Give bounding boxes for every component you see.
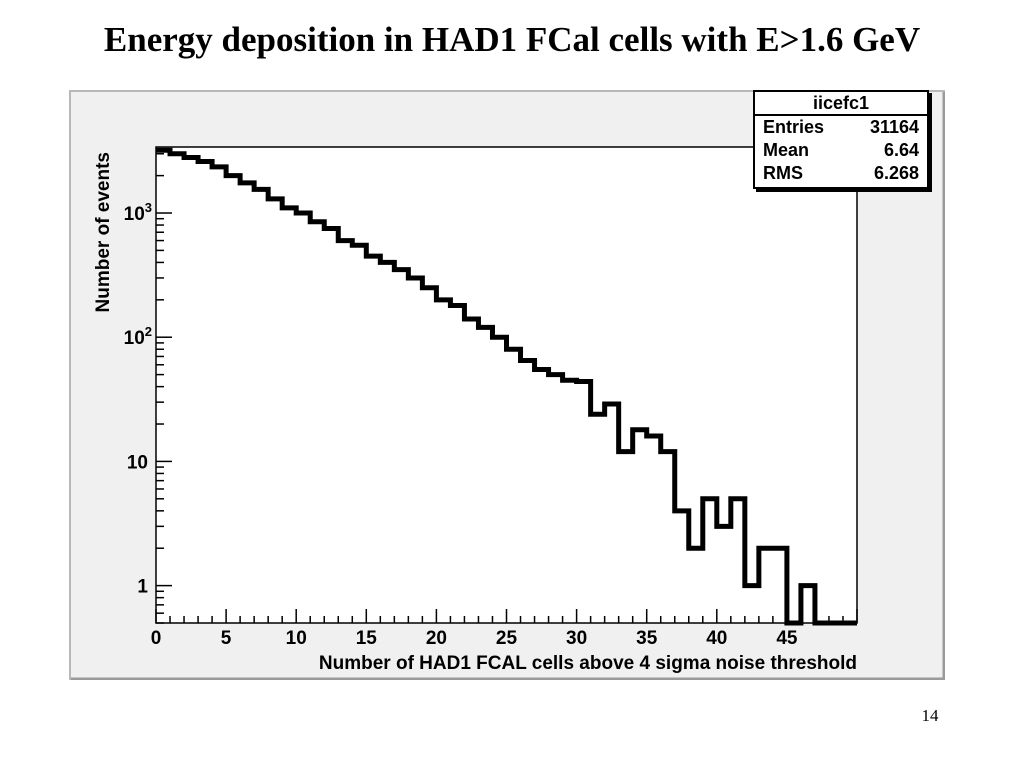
stats-label: RMS (763, 163, 803, 183)
x-tick-label: 45 (776, 628, 798, 649)
page-number: 14 (921, 706, 939, 725)
x-tick-label: 10 (286, 628, 307, 649)
stats-row-rms: RMS 6.268 (755, 162, 927, 185)
stats-label: Mean (763, 140, 810, 160)
x-tick-label: 25 (496, 628, 518, 649)
slide-title: Energy deposition in HAD1 FCal cells wit… (103, 20, 921, 59)
y-tick-label: 103 (124, 200, 152, 225)
x-tick-label: 15 (356, 628, 378, 649)
x-tick-label: 35 (636, 628, 658, 649)
histogram-line (156, 147, 857, 626)
y-tick-label: 102 (124, 324, 152, 349)
stats-value: 31164 (869, 117, 919, 137)
y-axis-title: Number of events (93, 152, 114, 312)
y-tick-label: 10 (127, 452, 148, 473)
stats-title: iicefc1 (755, 92, 927, 116)
stats-row-mean: Mean 6.64 (755, 139, 927, 162)
x-tick-label: 5 (221, 628, 232, 649)
histogram-canvas: 0 5 10 15 20 25 30 35 40 45 103 102 10 1 Number of HAD… (69, 90, 945, 680)
stats-box: iicefc1 Entries 31164 Mean 6.64 RMS 6.26… (753, 90, 929, 189)
x-tick-label: 20 (426, 628, 447, 649)
x-tick-label: 40 (706, 628, 727, 649)
plot-area (155, 146, 858, 624)
x-tick-label: 0 (151, 628, 162, 649)
stats-value: 6.268 (873, 163, 919, 183)
x-axis-title: Number of HAD1 FCAL cells above 4 sigma … (319, 653, 857, 674)
y-tick-label: 1 (137, 577, 148, 598)
stats-label: Entries (763, 117, 825, 137)
stats-value: 6.64 (883, 140, 919, 160)
x-tick-label: 30 (566, 628, 587, 649)
stats-row-entries: Entries 31164 (755, 116, 927, 139)
